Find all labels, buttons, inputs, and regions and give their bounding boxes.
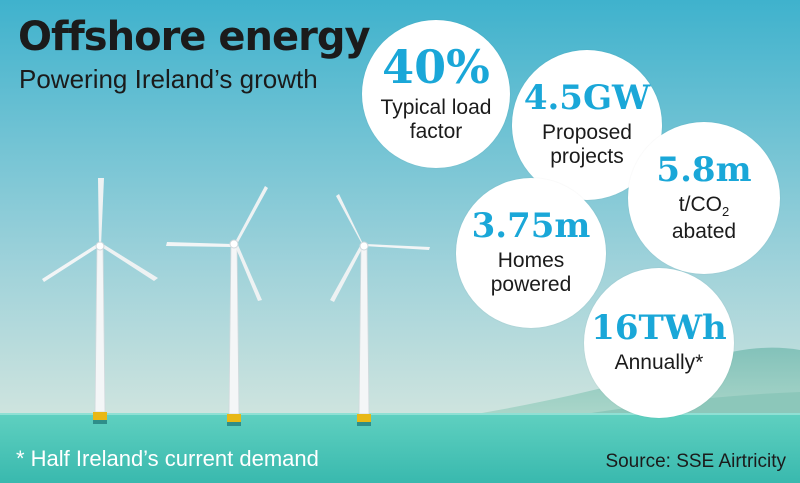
wind-turbine-icon (330, 194, 430, 426)
stat-bubble-co2-abated: 5.8m t/CO2 abated (628, 122, 780, 274)
stat-value: 16TWh (591, 308, 727, 349)
stat-value: 5.8m (656, 149, 752, 190)
stat-value: 3.75m (471, 206, 591, 247)
stat-label: Proposed projects (542, 121, 632, 168)
stat-label-line1: Typical load (380, 96, 492, 120)
page-title: Offshore energy (18, 14, 371, 60)
footnote: * Half Ireland’s current demand (16, 446, 319, 471)
wind-turbine-icon (42, 178, 158, 424)
page-subtitle: Powering Ireland’s growth (19, 64, 318, 94)
stat-label: Typical load factor (381, 96, 492, 143)
stat-label-line2: factor (409, 120, 463, 143)
stat-bubble-homes-powered: 3.75m Homes powered (456, 178, 606, 328)
stat-label-line1: Homes (497, 249, 565, 273)
stat-label-line2: projects (550, 145, 624, 168)
stat-label: Annually* (615, 351, 704, 375)
stat-value: 40% (382, 40, 490, 95)
stat-label-line1: Proposed (542, 121, 632, 145)
stat-bubble-load-factor: 40% Typical load factor (362, 20, 510, 168)
stat-label-co2: t/CO (678, 192, 722, 216)
stat-value: 4.5GW (523, 78, 651, 119)
stat-label-subscript: 2 (721, 204, 730, 220)
sea (0, 414, 800, 483)
stat-label: Homes powered (491, 249, 572, 296)
stat-label-line2: powered (490, 273, 572, 296)
wind-turbine-icon (166, 186, 268, 426)
stat-label-line2: abated (671, 219, 737, 243)
stat-label-line1: t/CO2 (678, 192, 730, 220)
stat-label-line1: Annually* (614, 351, 704, 375)
stat-bubble-annual-output: 16TWh Annually* (584, 268, 734, 418)
stat-label: t/CO2 abated (672, 193, 736, 243)
source-credit: Source: SSE Airtricity (605, 451, 786, 472)
